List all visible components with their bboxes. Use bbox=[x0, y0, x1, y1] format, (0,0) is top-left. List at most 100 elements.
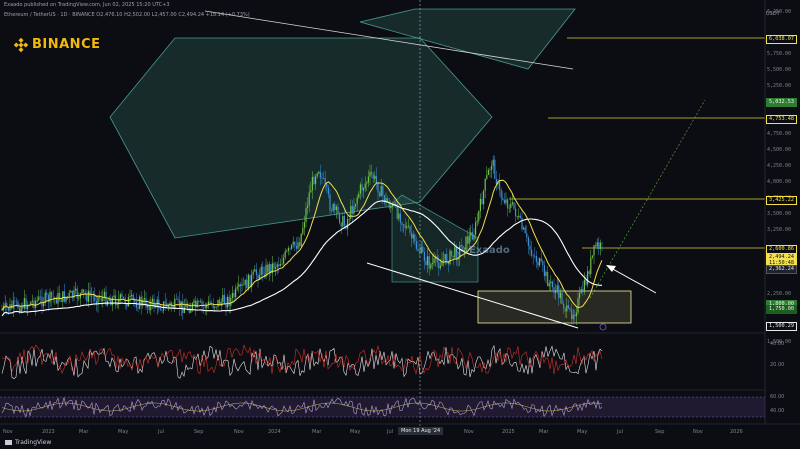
binance-logo-text: BINANCE bbox=[32, 37, 101, 52]
candle-body bbox=[374, 175, 376, 180]
tradingview-footer[interactable]: TradingView bbox=[5, 439, 51, 446]
candle-body bbox=[414, 234, 416, 242]
candle-body bbox=[523, 227, 525, 230]
candle-body bbox=[155, 305, 157, 308]
candle-body bbox=[86, 294, 88, 302]
candle-body bbox=[215, 306, 217, 308]
candle-body bbox=[99, 296, 101, 299]
candle-body bbox=[251, 274, 253, 287]
candle-body bbox=[545, 271, 547, 277]
event-marker-icon[interactable] bbox=[599, 323, 607, 331]
candle-body bbox=[254, 269, 256, 272]
candle-body bbox=[460, 246, 462, 248]
candle-body bbox=[103, 291, 105, 298]
candle-body bbox=[332, 203, 334, 211]
candle-body bbox=[575, 312, 577, 317]
candle-body bbox=[547, 271, 549, 287]
candle-body bbox=[500, 189, 502, 199]
mid-zone[interactable] bbox=[391, 194, 479, 283]
candle-body bbox=[444, 253, 446, 260]
candle-body bbox=[311, 176, 313, 191]
candle-body bbox=[129, 296, 131, 298]
time-tick: Jul bbox=[617, 429, 624, 435]
candle-body bbox=[182, 301, 184, 314]
candle-body bbox=[241, 284, 243, 287]
candle-body bbox=[81, 289, 83, 294]
candle-body bbox=[294, 241, 296, 246]
candle-body bbox=[292, 241, 294, 245]
candle-body bbox=[342, 216, 344, 227]
top-zone[interactable] bbox=[359, 8, 576, 70]
candle-body bbox=[591, 255, 593, 258]
candle-body bbox=[305, 207, 307, 223]
candle-body bbox=[11, 304, 13, 309]
time-tick: Jul bbox=[158, 429, 165, 435]
candle-body bbox=[585, 279, 587, 285]
rsi-line bbox=[1, 397, 603, 418]
price-tick: 5,750.00 bbox=[767, 51, 792, 57]
price-tick: 4,000.00 bbox=[767, 179, 792, 185]
price-tag: 2,362.24 bbox=[766, 265, 797, 274]
time-tick: May bbox=[577, 429, 588, 435]
candle-body bbox=[323, 177, 325, 179]
candle-body bbox=[353, 206, 355, 214]
candle-body bbox=[187, 303, 189, 309]
price-tag: 3,425.22 bbox=[766, 196, 797, 205]
candle-body bbox=[278, 264, 280, 267]
candle-body bbox=[502, 198, 504, 201]
candle-body bbox=[566, 305, 568, 312]
candle-body bbox=[199, 301, 201, 303]
candle-body bbox=[601, 242, 603, 244]
candle-body bbox=[524, 227, 526, 234]
candle-body bbox=[147, 304, 149, 308]
candle-body bbox=[388, 202, 390, 208]
candle-body bbox=[583, 279, 585, 293]
time-tick: Nov bbox=[234, 429, 244, 435]
candle-body bbox=[244, 279, 246, 285]
candle-body bbox=[396, 203, 398, 219]
candle-body bbox=[462, 247, 464, 252]
hexagon-zone[interactable] bbox=[109, 37, 493, 239]
trendline-support[interactable] bbox=[366, 262, 579, 329]
candle-body bbox=[519, 215, 521, 218]
candle-body bbox=[593, 245, 595, 256]
candle-body bbox=[427, 256, 429, 265]
candle-body bbox=[505, 199, 507, 204]
candle-body bbox=[17, 301, 19, 309]
candle-body bbox=[486, 174, 488, 179]
candle-body bbox=[59, 292, 61, 300]
candle-body bbox=[537, 261, 539, 266]
price-tick: 4,750.00 bbox=[767, 131, 792, 137]
support-box[interactable] bbox=[477, 290, 632, 324]
candle-body bbox=[289, 248, 291, 249]
candle-body bbox=[329, 194, 331, 211]
candle-body bbox=[436, 256, 438, 263]
candle-body bbox=[180, 301, 182, 309]
arrow-line[interactable] bbox=[610, 267, 657, 294]
candle-body bbox=[468, 235, 470, 244]
candle-body bbox=[7, 307, 9, 311]
indicator-tick: 20.00 bbox=[770, 362, 785, 368]
candle-body bbox=[131, 294, 133, 297]
candle-body bbox=[580, 289, 582, 294]
candle-body bbox=[553, 287, 555, 293]
candle-body bbox=[68, 292, 70, 297]
candle-body bbox=[391, 203, 393, 207]
candle-body bbox=[535, 255, 537, 262]
candle-body bbox=[126, 304, 128, 307]
candle-body bbox=[263, 274, 265, 277]
candle-body bbox=[529, 245, 531, 250]
price-tick: 4,500.00 bbox=[767, 147, 792, 153]
candle-body bbox=[492, 159, 494, 166]
candle-body bbox=[339, 213, 341, 224]
candle-body bbox=[559, 292, 561, 298]
time-tick: Nov bbox=[3, 429, 13, 435]
diag-line-top[interactable] bbox=[204, 10, 574, 70]
candle-body bbox=[406, 226, 408, 228]
time-tick: Mar bbox=[539, 429, 549, 435]
candle-body bbox=[598, 242, 600, 249]
candle-body bbox=[52, 297, 54, 299]
rsi-tick: 60.00 bbox=[770, 394, 785, 400]
candle-body bbox=[561, 292, 563, 304]
